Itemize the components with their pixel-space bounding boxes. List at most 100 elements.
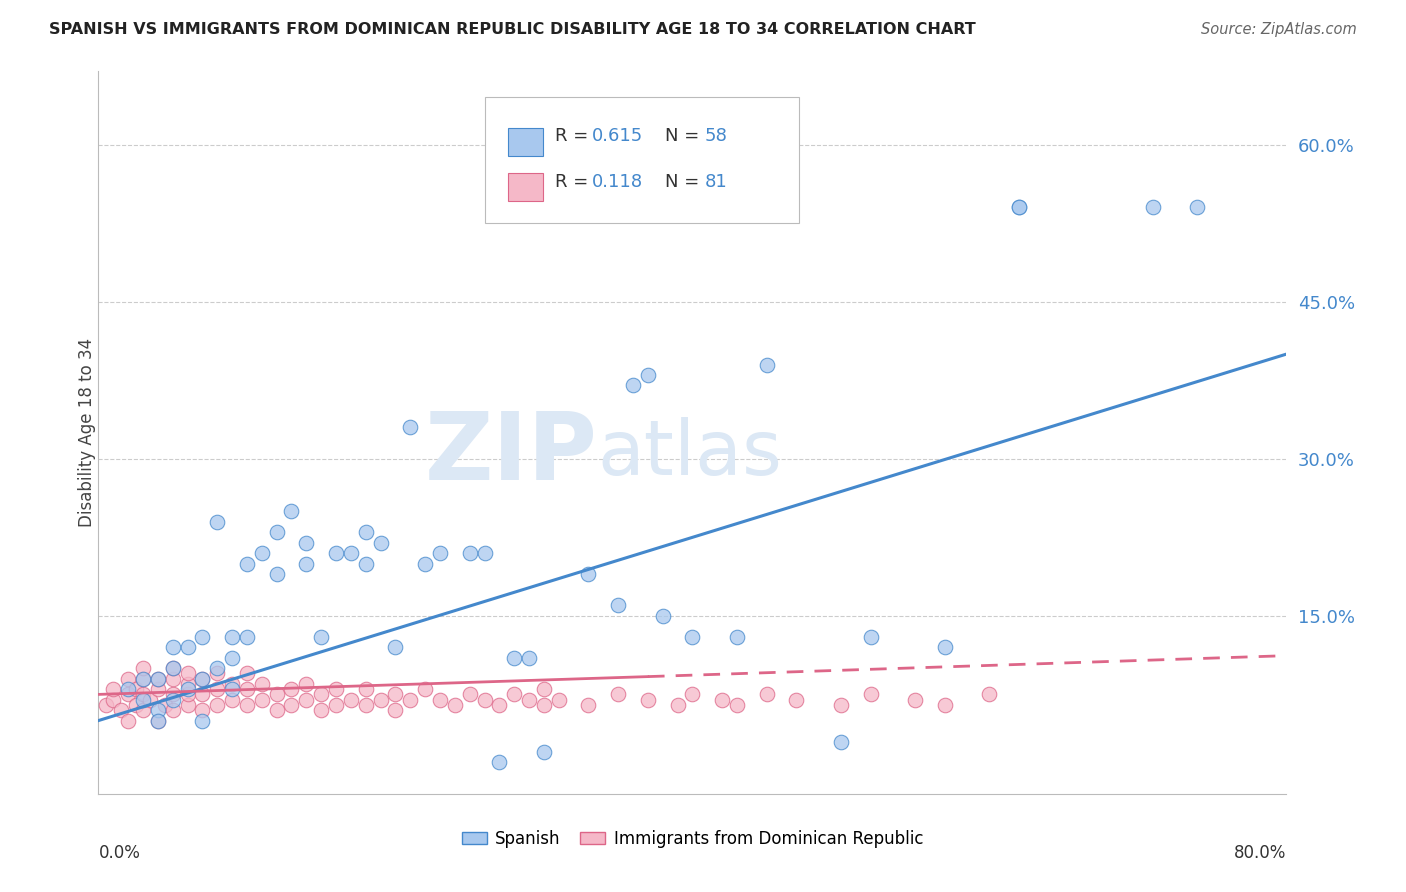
Point xyxy=(295,535,318,549)
Point xyxy=(547,692,569,706)
Point xyxy=(384,640,406,655)
Point xyxy=(607,687,630,701)
Point xyxy=(578,698,600,712)
Point xyxy=(681,687,703,701)
Text: atlas: atlas xyxy=(598,417,782,491)
Point xyxy=(176,666,198,681)
Point xyxy=(205,515,228,529)
Point xyxy=(176,640,198,655)
Point xyxy=(132,672,155,686)
Point xyxy=(280,504,302,518)
Point xyxy=(117,682,139,697)
Y-axis label: Disability Age 18 to 34: Disability Age 18 to 34 xyxy=(79,338,96,527)
Point xyxy=(1142,201,1164,215)
Point xyxy=(191,687,214,701)
Point xyxy=(429,546,451,560)
Point xyxy=(370,692,392,706)
Point xyxy=(162,672,184,686)
Point xyxy=(934,698,956,712)
Point xyxy=(236,557,259,571)
Point xyxy=(488,698,510,712)
Point xyxy=(533,698,555,712)
Point xyxy=(162,661,184,675)
Point xyxy=(295,557,318,571)
Point xyxy=(132,692,155,706)
Legend: Spanish, Immigrants from Dominican Republic: Spanish, Immigrants from Dominican Repub… xyxy=(456,822,929,855)
Point xyxy=(162,703,184,717)
Point xyxy=(117,714,139,728)
Point xyxy=(325,546,347,560)
Point xyxy=(146,672,169,686)
Point xyxy=(266,703,288,717)
Point xyxy=(443,698,465,712)
Point xyxy=(132,687,155,701)
Point xyxy=(250,677,273,691)
Point xyxy=(146,682,169,697)
Point xyxy=(191,630,214,644)
Point xyxy=(94,698,117,712)
Point xyxy=(325,682,347,697)
Text: 0.118: 0.118 xyxy=(592,173,643,191)
Point xyxy=(488,756,510,770)
Point xyxy=(711,692,734,706)
Point xyxy=(830,734,852,748)
Point xyxy=(533,682,555,697)
Point xyxy=(162,692,184,706)
Point xyxy=(176,677,198,691)
Point xyxy=(295,692,318,706)
Point xyxy=(236,630,259,644)
Point xyxy=(1187,201,1209,215)
Point xyxy=(755,358,778,372)
Point xyxy=(474,546,496,560)
Point xyxy=(354,557,377,571)
Point xyxy=(517,650,540,665)
Point xyxy=(176,687,198,701)
Point xyxy=(413,682,436,697)
Point xyxy=(399,692,422,706)
Point xyxy=(578,566,600,581)
FancyBboxPatch shape xyxy=(509,173,543,202)
Point xyxy=(904,692,927,706)
Text: R =: R = xyxy=(554,173,593,191)
Text: N =: N = xyxy=(665,173,706,191)
Point xyxy=(474,692,496,706)
Point xyxy=(132,661,155,675)
Point xyxy=(162,640,184,655)
Point xyxy=(117,672,139,686)
Point xyxy=(309,630,332,644)
Point xyxy=(205,682,228,697)
Point xyxy=(221,682,243,697)
Text: 58: 58 xyxy=(704,128,727,145)
Point xyxy=(309,703,332,717)
Point xyxy=(725,698,748,712)
Point xyxy=(191,714,214,728)
Point xyxy=(354,682,377,697)
Point xyxy=(280,698,302,712)
Point xyxy=(146,714,169,728)
FancyBboxPatch shape xyxy=(509,128,543,156)
Point xyxy=(236,666,259,681)
Point xyxy=(191,703,214,717)
Point xyxy=(110,703,132,717)
Point xyxy=(250,692,273,706)
Point xyxy=(266,525,288,540)
Point xyxy=(785,692,807,706)
Text: R =: R = xyxy=(554,128,593,145)
Point xyxy=(830,698,852,712)
Point xyxy=(250,546,273,560)
Point xyxy=(458,687,481,701)
Point xyxy=(934,640,956,655)
Point xyxy=(637,368,659,382)
Point xyxy=(103,692,125,706)
Text: 0.615: 0.615 xyxy=(592,128,643,145)
Text: Source: ZipAtlas.com: Source: ZipAtlas.com xyxy=(1201,22,1357,37)
Point xyxy=(155,698,177,712)
Text: N =: N = xyxy=(665,128,706,145)
Point xyxy=(236,698,259,712)
Point xyxy=(340,692,363,706)
Point xyxy=(354,525,377,540)
Point xyxy=(124,682,146,697)
Point xyxy=(146,703,169,717)
Point xyxy=(124,698,146,712)
Point xyxy=(205,666,228,681)
